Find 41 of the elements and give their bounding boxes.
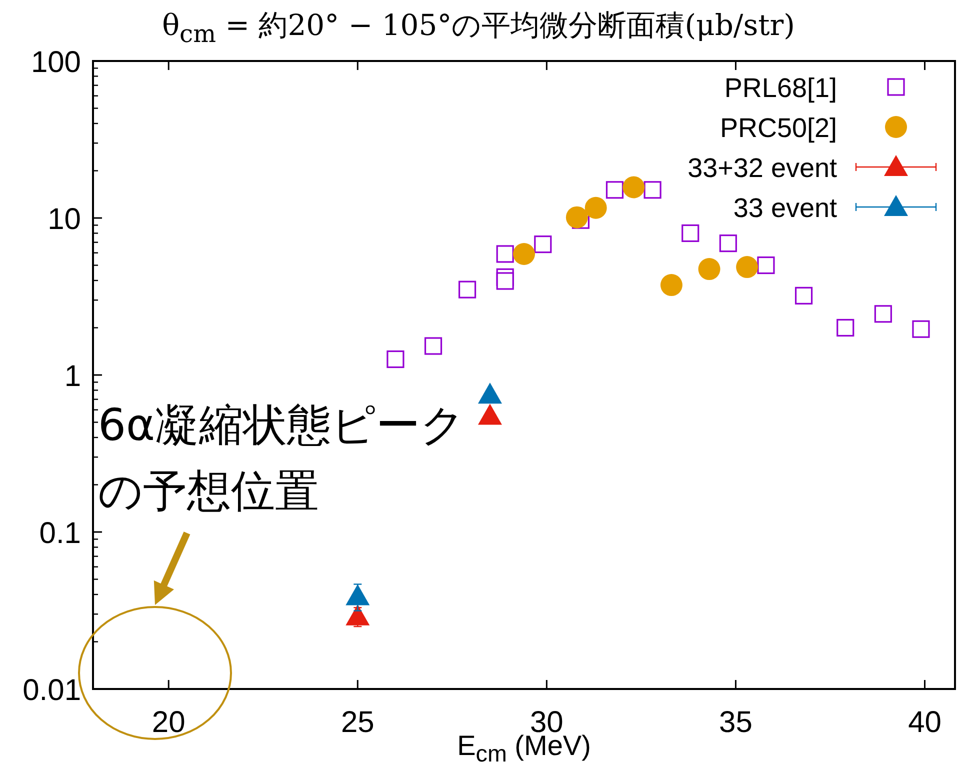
y-tick-label: 0.1 — [39, 517, 81, 550]
point — [534, 235, 552, 254]
point — [584, 196, 607, 219]
point — [794, 286, 813, 304]
point — [682, 224, 700, 242]
legend-label: PRL68[1] — [724, 73, 837, 103]
point — [513, 242, 535, 265]
point — [424, 337, 442, 355]
chart-title: θ$_{cm}$ = 約20° − 105°の平均微分断面積(μb/str) — [161, 7, 796, 48]
y-tick-label: 0.01 — [22, 674, 81, 707]
point — [736, 256, 758, 278]
point — [478, 382, 502, 404]
x-tick-label: 35 — [719, 706, 752, 739]
point — [719, 234, 737, 252]
x-tick-label: 25 — [340, 706, 374, 739]
x-tick-label: 40 — [908, 706, 942, 739]
point — [346, 604, 370, 626]
point — [386, 350, 404, 368]
annotation: 6α凝縮状態ピークの予想位置 — [98, 399, 466, 519]
point — [912, 320, 930, 338]
point — [566, 206, 588, 228]
point — [458, 280, 476, 298]
point — [346, 584, 370, 606]
legend-label: 33+32 event — [688, 153, 838, 183]
point — [496, 245, 514, 263]
legend-label: 33 event — [733, 193, 838, 223]
point — [836, 318, 854, 337]
point — [622, 176, 645, 198]
point — [660, 274, 682, 296]
point — [644, 181, 662, 199]
y-tick-label: 10 — [48, 203, 81, 236]
point — [757, 256, 775, 274]
x-tick-label: 20 — [152, 706, 186, 739]
y-tick-label: 1 — [64, 360, 81, 393]
y-tick-label: 100 — [30, 46, 81, 79]
point — [478, 404, 502, 425]
legend-label: PRC50[2] — [720, 113, 837, 143]
point — [606, 181, 624, 199]
point — [496, 272, 514, 290]
point — [874, 305, 892, 323]
point — [698, 258, 720, 280]
